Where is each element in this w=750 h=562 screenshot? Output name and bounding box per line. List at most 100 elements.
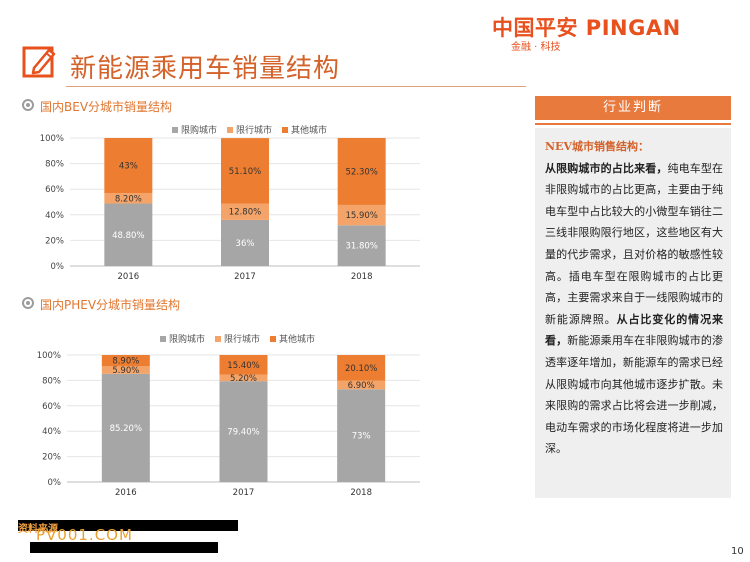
bev-section-title: 国内BEV分城市销量结构 [40,100,173,114]
data-label: 79.40% [227,428,259,438]
y-tick-label: 100% [40,134,64,144]
phev-section-title: 国内PHEV分城市销量结构 [40,298,181,312]
y-tick-label: 80% [42,376,61,386]
legend-label: 其他城市 [279,335,316,345]
data-label: 8.20% [115,194,142,204]
legend-label: 限购城市 [181,126,218,136]
phev-stacked-bar-chart: 0% 20% 40% 60% 80% 100% 85.20% 5.90%8.90% 2016 79… [37,351,420,498]
bar-segment [104,203,153,266]
bar-segment [219,355,268,375]
bar-segment [219,381,268,482]
y-tick-label: 0% [48,478,62,488]
paragraph-body-2: 新能源乘用车在非限购城市的渗透率逐年增加，新能源车的需求已经从限购城市向其他城市… [545,334,724,456]
section-bullet-icon [22,297,34,309]
bev-legend: 限购城市 限行城市 其他城市 [172,123,327,136]
data-label: 36% [236,239,255,249]
legend-swatch [172,126,178,133]
source-label: 资料来源 [18,524,58,535]
x-tick-label: 2017 [234,272,256,282]
paragraph-lead-1: 从限购城市的占比来看， [545,161,668,175]
legend-swatch [227,126,234,133]
legend-swatch [270,335,277,342]
y-tick-label: 40% [45,211,64,221]
legend-item-limited: 限行城市 [215,332,260,345]
data-label: 51.10% [229,167,261,177]
bar-segment [221,219,269,266]
bar-segment [101,373,150,482]
legend-item-restricted: 限购城市 [160,332,205,345]
data-label: 12.80% [229,208,261,218]
bar-segment [337,204,386,226]
nev-structure-title: NEV城市销售结构： [545,136,723,158]
legend-item-limited: 限行城市 [227,123,272,136]
bar-segment [337,389,386,482]
legend-swatch [160,335,166,342]
legend-swatch [282,126,289,133]
y-tick-label: 0% [51,262,65,272]
legend-label: 限行城市 [224,335,261,345]
paragraph-lead-2: 从占比变化的情况来看， [545,312,724,348]
redaction-bar [30,542,218,553]
panel-header-underline [535,123,731,125]
data-label: 15.40% [227,361,259,371]
bar-segment [337,138,386,205]
analysis-paragraph: 从限购城市的占比来看，纯电车型在非限购城市的占比更高，主要由于纯电车型中占比较大… [545,158,723,460]
panel-header: 行业判断 [535,96,731,120]
paragraph-body-1: 纯电车型在非限购城市的占比更高，主要由于纯电车型中占比较大的小微型车销往二三线非… [545,161,724,326]
data-label: 5.90% [112,366,139,376]
bar-segment [219,374,268,382]
legend-item-other: 其他城市 [270,332,315,345]
legend-label: 限购城市 [169,335,206,345]
bar-segment [337,380,386,390]
page-title: 新能源乘用车销量结构 [70,54,341,84]
page-number: 10 [731,546,744,557]
y-tick-label: 20% [45,236,64,246]
bar-segment [101,355,150,367]
bar-segment [101,366,150,374]
bar-segment [337,225,386,266]
y-tick-label: 60% [42,402,61,412]
data-label: 73% [352,432,371,442]
data-label: 85.20% [110,424,142,434]
redaction-bar [18,520,238,531]
title-divider [66,86,526,87]
data-label: 43% [119,162,138,172]
x-tick-label: 2018 [350,488,372,498]
data-label: 52.30% [345,167,377,177]
legend-label: 限行城市 [236,126,273,136]
brand-tagline: 金融 · 科技 [511,42,561,53]
data-label: 31.80% [345,242,377,252]
brand-logo: 中国平安 PINGAN [492,16,681,40]
y-tick-label: 40% [42,427,61,437]
data-label: 5.20% [230,374,257,384]
data-label: 8.90% [112,357,139,367]
section-bullet-icon [22,99,34,111]
x-tick-label: 2017 [233,488,255,498]
legend-item-other: 其他城市 [282,123,327,136]
y-tick-label: 80% [45,160,64,170]
legend-swatch [215,335,222,342]
analysis-panel: NEV城市销售结构： 从限购城市的占比来看，纯电车型在非限购城市的占比更高，主要… [535,128,731,498]
x-tick-label: 2018 [351,272,373,282]
pencil-edit-icon [22,46,56,78]
nev-title-text: NEV城市销售结构： [545,140,649,153]
bar-segment [221,138,269,204]
bar-segment [104,138,153,194]
data-label: 48.80% [112,231,144,241]
data-label: 6.90% [348,381,375,391]
bar-segment [104,193,153,204]
x-tick-label: 2016 [118,272,140,282]
phev-legend: 限购城市 限行城市 其他城市 [160,332,315,345]
data-label: 20.10% [345,364,377,374]
y-tick-label: 20% [42,453,61,463]
y-tick-label: 60% [45,185,64,195]
bev-stacked-bar-chart: 0% 20% 40% 60% 80% 100% 48.80% 8.20% 43% 2016 36% 1… [40,134,420,282]
legend-item-restricted: 限购城市 [172,123,217,136]
bar-segment [221,203,269,220]
watermark-text: PV001.COM [36,526,133,544]
x-tick-label: 2016 [115,488,137,498]
data-label: 15.90% [345,211,377,221]
bar-segment [337,355,386,381]
y-tick-label: 100% [37,351,61,361]
legend-label: 其他城市 [291,126,328,136]
